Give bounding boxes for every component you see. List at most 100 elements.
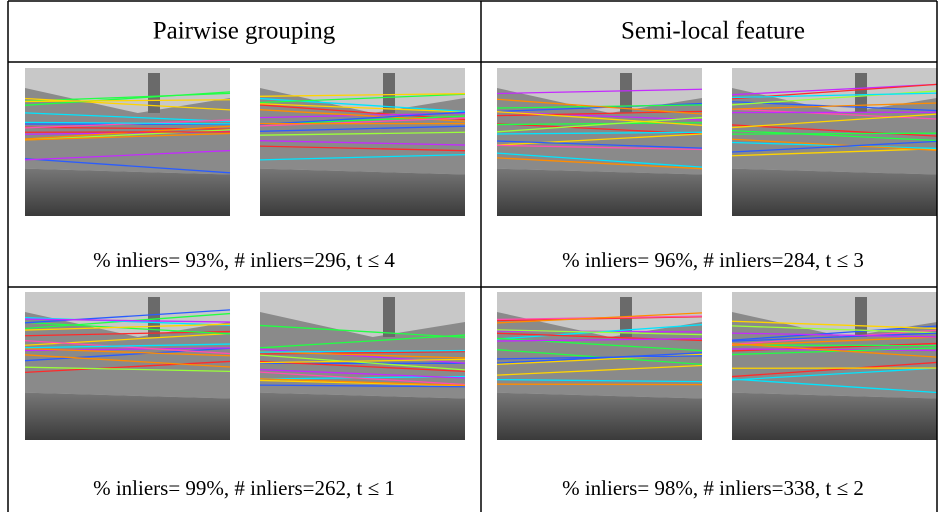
match-line bbox=[496, 140, 703, 149]
match-line bbox=[496, 329, 703, 336]
match-line bbox=[731, 378, 938, 394]
match-line bbox=[259, 368, 466, 379]
match-line bbox=[24, 119, 231, 129]
photo-ground bbox=[497, 168, 702, 216]
match-line bbox=[496, 131, 703, 135]
match-line bbox=[24, 99, 231, 103]
match-line bbox=[731, 332, 938, 342]
match-line bbox=[496, 111, 703, 121]
photo-tower bbox=[148, 73, 160, 113]
match-line bbox=[259, 117, 466, 127]
photo-ground bbox=[732, 392, 937, 440]
match-line bbox=[259, 351, 466, 359]
match-line bbox=[496, 316, 703, 322]
match-line bbox=[24, 343, 231, 349]
match-line bbox=[731, 92, 938, 99]
match-line bbox=[259, 354, 466, 371]
match-line bbox=[496, 378, 703, 383]
cell-caption: % inliers= 98%, # inliers=338, t ≤ 2 bbox=[562, 476, 864, 500]
photo-tower bbox=[855, 297, 867, 337]
match-line bbox=[24, 112, 231, 122]
photo-ground bbox=[260, 168, 465, 216]
match-line bbox=[259, 384, 466, 388]
match-line bbox=[731, 140, 938, 153]
match-line bbox=[24, 158, 231, 174]
match-line bbox=[259, 371, 466, 386]
match-line bbox=[731, 325, 938, 341]
match-line bbox=[731, 367, 938, 381]
match-line bbox=[259, 145, 466, 152]
match-line bbox=[731, 129, 938, 142]
match-line bbox=[259, 358, 466, 364]
column-header: Pairwise grouping bbox=[153, 18, 336, 45]
match-line bbox=[496, 364, 703, 376]
match-line bbox=[496, 337, 703, 342]
match-line bbox=[24, 347, 231, 357]
match-line bbox=[24, 97, 231, 111]
match-line bbox=[24, 149, 231, 161]
match-line bbox=[259, 103, 466, 113]
match-line bbox=[731, 347, 938, 356]
match-line bbox=[24, 321, 231, 335]
photo-building bbox=[732, 88, 937, 175]
match-line bbox=[24, 121, 231, 125]
match-line bbox=[731, 138, 938, 151]
match-line bbox=[24, 360, 231, 373]
match-line bbox=[24, 318, 231, 323]
photo-ground bbox=[25, 392, 230, 440]
match-line bbox=[24, 132, 231, 141]
match-line bbox=[731, 83, 938, 96]
match-line bbox=[731, 113, 938, 129]
photo-building bbox=[25, 312, 230, 399]
match-line bbox=[259, 125, 466, 132]
match-line bbox=[731, 348, 938, 352]
match-line bbox=[24, 316, 231, 326]
match-line bbox=[731, 102, 938, 110]
match-line bbox=[496, 88, 703, 95]
match-line bbox=[259, 140, 466, 146]
match-line bbox=[259, 131, 466, 136]
match-line bbox=[731, 141, 938, 150]
match-line bbox=[24, 347, 231, 362]
match-line bbox=[496, 355, 703, 360]
photo-tower bbox=[620, 73, 632, 113]
match-line bbox=[731, 336, 938, 346]
photo-tower bbox=[383, 297, 395, 337]
photo-ground bbox=[732, 168, 937, 216]
match-line bbox=[259, 111, 466, 126]
match-line bbox=[731, 343, 938, 358]
photo-tower bbox=[855, 73, 867, 113]
image-layer bbox=[24, 68, 938, 440]
match-line bbox=[731, 108, 938, 120]
photo-ground bbox=[260, 392, 465, 440]
match-line bbox=[496, 144, 703, 151]
match-line bbox=[496, 152, 703, 168]
match-line bbox=[731, 124, 938, 137]
match-line bbox=[259, 324, 466, 339]
match-line bbox=[731, 332, 938, 338]
cell-caption: % inliers= 93%, # inliers=296, t ≤ 4 bbox=[93, 248, 395, 272]
match-line bbox=[259, 360, 466, 372]
photo-tower bbox=[383, 73, 395, 113]
match-line bbox=[259, 93, 466, 104]
photo-ground bbox=[25, 168, 230, 216]
match-line bbox=[24, 91, 231, 106]
match-line bbox=[496, 157, 703, 170]
cell-caption: % inliers= 99%, # inliers=262, t ≤ 1 bbox=[93, 476, 395, 500]
match-line bbox=[496, 133, 703, 146]
match-line bbox=[731, 320, 938, 330]
match-line bbox=[24, 339, 231, 355]
match-line bbox=[24, 309, 231, 324]
match-line bbox=[731, 132, 938, 135]
column-header: Semi-local feature bbox=[621, 18, 805, 45]
photo-tower bbox=[148, 297, 160, 337]
match-line bbox=[259, 334, 466, 349]
match-line bbox=[731, 148, 938, 157]
match-line bbox=[731, 325, 938, 334]
match-line bbox=[259, 350, 466, 355]
match-line bbox=[496, 116, 703, 133]
match-line bbox=[259, 153, 466, 161]
match-line bbox=[259, 349, 466, 353]
